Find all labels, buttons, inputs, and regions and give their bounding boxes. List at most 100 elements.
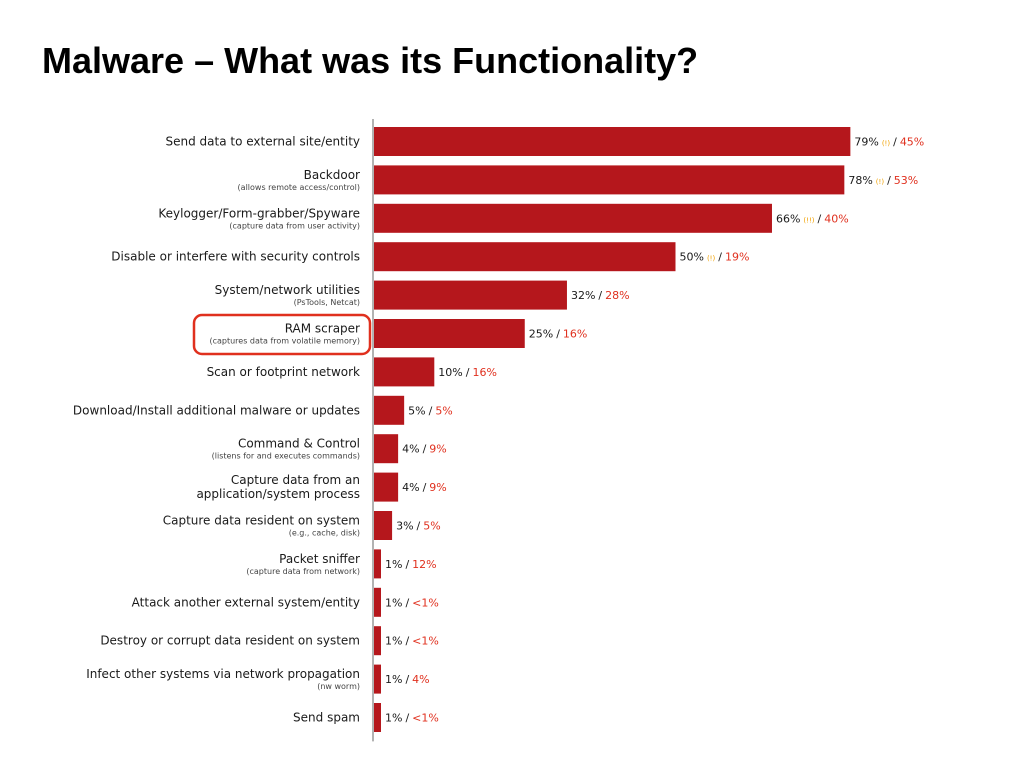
category-label-line: Infect other systems via network propaga… (86, 667, 360, 681)
bar (374, 280, 567, 310)
primary-value: 66% (776, 212, 800, 225)
category-label: Disable or interfere with security contr… (111, 250, 360, 264)
category-sublabel: (allows remote access/control) (238, 183, 360, 192)
value-separator: / (405, 673, 409, 686)
category-label: Send spam (293, 711, 360, 725)
value-label: 4% /9% (402, 443, 447, 456)
primary-value: 79% (854, 136, 878, 149)
secondary-value: 12% (412, 558, 436, 571)
category-sublabel: (capture data from user activity) (229, 221, 360, 230)
category-label-line: Download/Install additional malware or u… (73, 403, 360, 417)
bar (374, 703, 381, 732)
category-sublabel: (captures data from volatile memory) (209, 337, 360, 346)
category-sublabel: (capture data from network) (246, 567, 360, 576)
secondary-value: 9% (429, 481, 446, 494)
category-sublabel: (nw worm) (317, 682, 360, 691)
primary-value: 10% (438, 366, 462, 379)
category-label: Download/Install additional malware or u… (73, 403, 360, 417)
category-label: System/network utilities (215, 283, 360, 297)
value-separator: / (893, 136, 897, 149)
category-label-line: Command & Control (238, 437, 360, 451)
category-sublabel: (PsTools, Netcat) (294, 298, 360, 307)
primary-value: 25% (529, 328, 553, 341)
value-label: 50% (!)/19% (680, 251, 750, 264)
category-label-line: Backdoor (304, 168, 360, 182)
secondary-value: 45% (900, 136, 924, 149)
primary-value: 4% (402, 481, 419, 494)
bar (374, 357, 435, 387)
value-separator: / (429, 404, 433, 417)
secondary-value: <1% (412, 712, 439, 725)
category-label: Keylogger/Form-grabber/Spyware (158, 206, 360, 220)
secondary-value: 5% (423, 520, 440, 533)
category-label-line: RAM scraper (285, 322, 360, 336)
bar (374, 511, 393, 540)
value-separator: / (423, 481, 427, 494)
category-label-line: Capture data from an (231, 473, 360, 487)
bar (374, 626, 381, 656)
value-label: 25%/16% (529, 328, 588, 341)
category-label: RAM scraper (285, 322, 360, 336)
bar (374, 319, 525, 348)
value-label: 4% /9% (402, 481, 447, 494)
value-separator: / (417, 520, 421, 533)
value-label: 1% / <1% (385, 635, 439, 648)
secondary-value: 40% (824, 212, 848, 225)
category-label: Capture data resident on system (163, 514, 360, 528)
secondary-value: 5% (435, 404, 452, 417)
secondary-value: <1% (412, 596, 439, 609)
bar (374, 434, 399, 464)
category-label: Packet sniffer (279, 552, 360, 566)
category-label-line: Scan or footprint network (207, 365, 360, 379)
value-label: 1% / <1% (385, 712, 439, 725)
secondary-value: 9% (429, 443, 446, 456)
category-sublabel: (listens for and executes commands) (212, 452, 360, 461)
value-label: 32%/28% (571, 289, 630, 302)
primary-value: 1% (385, 635, 402, 648)
value-label: 1%/4% (385, 673, 430, 686)
bar (374, 165, 845, 195)
category-label-line: Send data to external site/entity (166, 135, 360, 149)
value-label: 3% /5% (396, 520, 441, 533)
category-label: Capture data from an application/system p… (196, 473, 360, 501)
bar (374, 395, 405, 425)
value-separator: / (405, 596, 409, 609)
value-separator: / (887, 174, 891, 187)
bar (374, 203, 772, 233)
bar (374, 664, 381, 694)
bar (374, 472, 399, 502)
value-separator: / (818, 212, 822, 225)
category-label-line: Destroy or corrupt data resident on syst… (100, 634, 360, 648)
value-label: 79% (!)/45% (854, 136, 924, 149)
primary-value: 3% (396, 520, 413, 533)
value-separator: / (556, 328, 560, 341)
primary-value: 78% (848, 174, 872, 187)
category-label: Scan or footprint network (207, 365, 360, 379)
category-label-line: Attack another external system/entity (132, 595, 360, 609)
value-label: 1% / <1% (385, 596, 439, 609)
category-sublabel: (e.g., cache, disk) (289, 529, 360, 538)
primary-value: 1% (385, 558, 402, 571)
category-label-line: Send spam (293, 711, 360, 725)
category-label-line: Disable or interfere with security contr… (111, 250, 360, 264)
category-label-line: Capture data resident on system (163, 514, 360, 528)
category-label: Send data to external site/entity (166, 135, 360, 149)
value-label: 78% (!)/53% (848, 174, 918, 187)
page-title: Malware – What was its Functionality? (42, 40, 699, 81)
value-label: 10% /16% (438, 366, 497, 379)
category-label: Destroy or corrupt data resident on syst… (100, 634, 360, 648)
secondary-value: 16% (563, 328, 587, 341)
value-label: 1%/12% (385, 558, 437, 571)
secondary-value: 28% (605, 289, 629, 302)
category-label-line: application/system process (196, 487, 360, 501)
warning-marker: (!!) (803, 216, 814, 224)
value-separator: / (598, 289, 602, 302)
primary-value: 4% (402, 443, 419, 456)
bar (374, 127, 851, 156)
category-label-line: Packet sniffer (279, 552, 360, 566)
primary-value: 5% (408, 404, 425, 417)
category-label: Backdoor (304, 168, 360, 182)
value-separator: / (466, 366, 470, 379)
secondary-value: 19% (725, 251, 749, 264)
